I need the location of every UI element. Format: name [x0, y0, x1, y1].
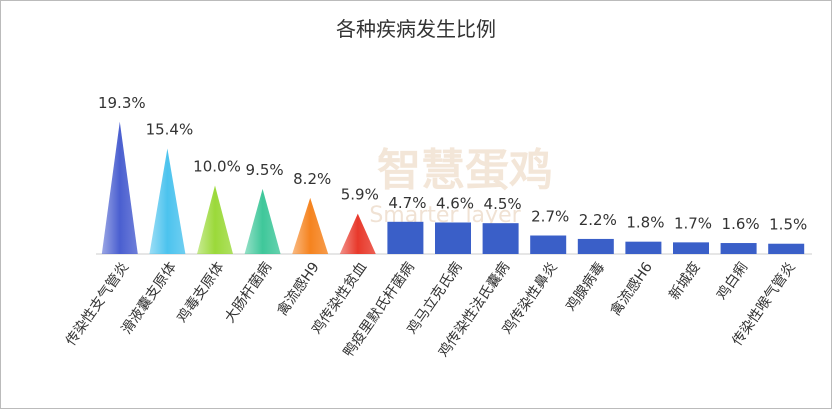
- bar: [435, 222, 471, 254]
- bar: [292, 197, 329, 254]
- value-label: 9.5%: [246, 161, 284, 179]
- bar: [101, 121, 138, 254]
- value-label: 4.6%: [436, 194, 474, 212]
- bar: [149, 148, 186, 254]
- bar: [720, 243, 757, 254]
- value-label: 5.9%: [341, 186, 379, 204]
- bar: [530, 235, 567, 254]
- bar: [482, 223, 519, 254]
- bar: [387, 221, 424, 254]
- value-label: 19.3%: [98, 94, 146, 112]
- value-label: 1.8%: [626, 214, 664, 232]
- value-label: 8.2%: [293, 170, 331, 188]
- bar: [673, 242, 709, 254]
- value-label: 2.7%: [531, 208, 569, 226]
- value-label: 4.5%: [484, 195, 522, 213]
- bar: [244, 188, 281, 254]
- bar: [768, 243, 805, 254]
- bar: [625, 241, 662, 254]
- value-label: 4.7%: [388, 194, 426, 212]
- bar: [197, 185, 233, 254]
- value-label: 1.5%: [769, 216, 807, 234]
- value-label: 10.0%: [193, 158, 241, 176]
- value-label: 2.2%: [579, 211, 617, 229]
- watermark: 智慧蛋鸡: [377, 145, 553, 196]
- value-label: 1.7%: [674, 214, 712, 232]
- bar: [339, 213, 376, 254]
- bar: [577, 238, 614, 254]
- value-label: 1.6%: [722, 215, 760, 233]
- chart-title: 各种疾病发生比例: [336, 17, 496, 41]
- value-label: 15.4%: [146, 121, 194, 139]
